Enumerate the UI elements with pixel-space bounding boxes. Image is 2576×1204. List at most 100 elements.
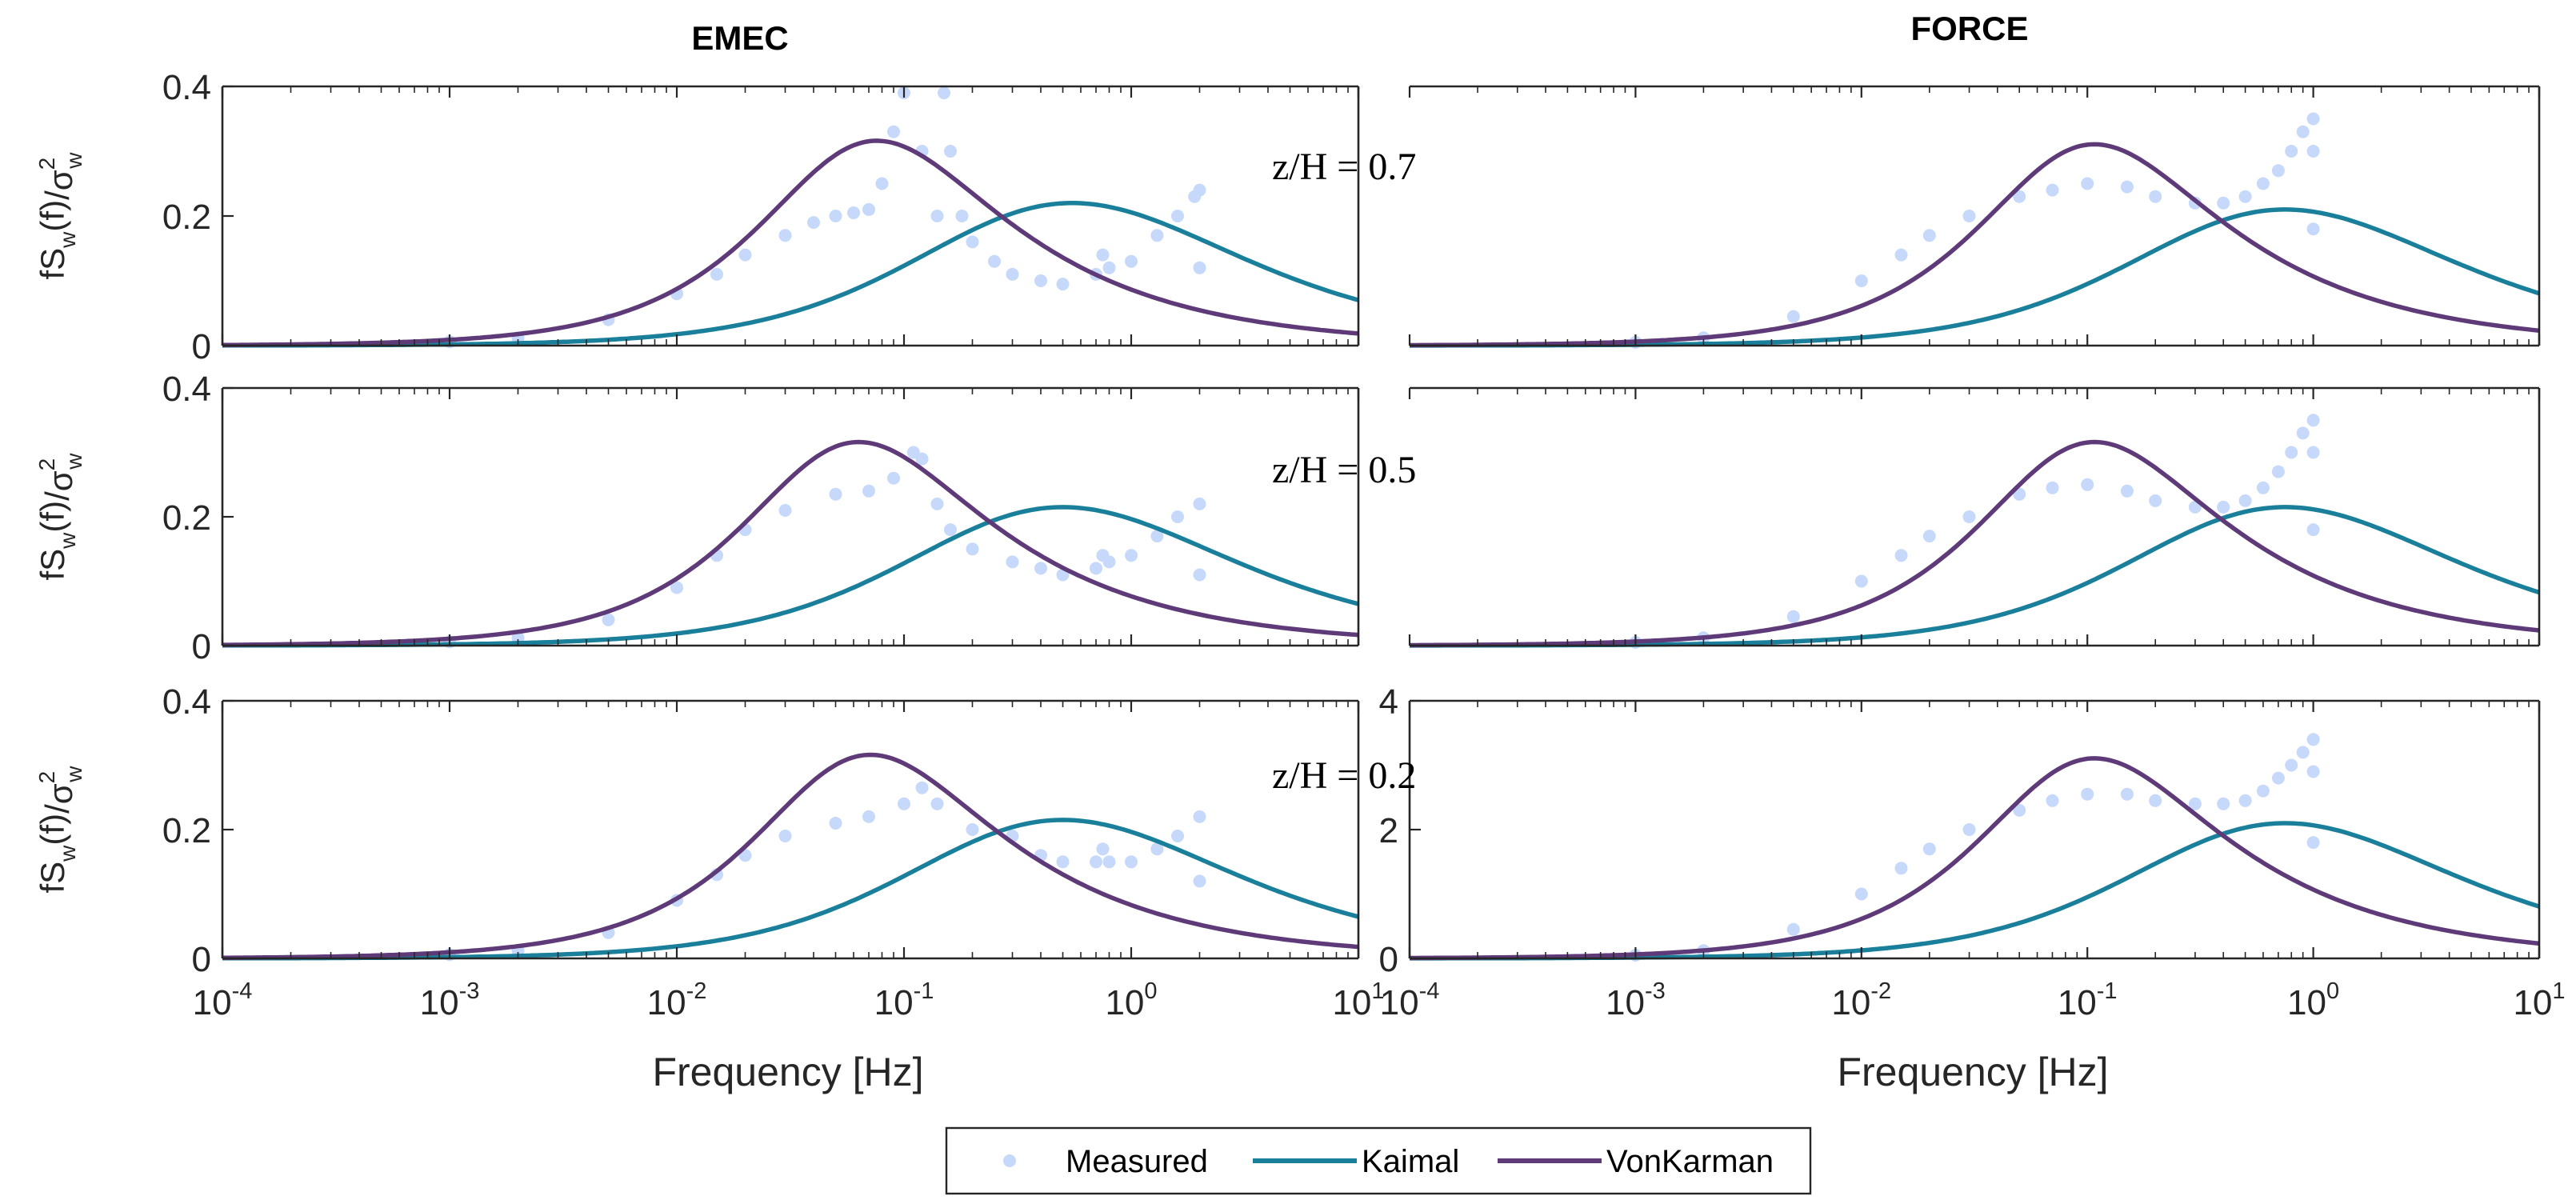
x-tick-exponent: -1 bbox=[2097, 978, 2118, 1004]
measured-point bbox=[2238, 794, 2252, 807]
y-label-sigma: σ bbox=[42, 170, 79, 190]
measured-point bbox=[1193, 874, 1206, 888]
measured-point bbox=[2256, 784, 2270, 798]
x-tick-base: 10 bbox=[1380, 983, 1419, 1022]
y-label-slash: / bbox=[38, 491, 76, 501]
measured-point bbox=[1056, 278, 1070, 291]
measured-point bbox=[1034, 274, 1047, 287]
vonkarman-line bbox=[222, 439, 1359, 647]
measured-point bbox=[1854, 887, 1868, 901]
measured-point bbox=[2306, 222, 2320, 236]
measured-point bbox=[944, 523, 957, 537]
y-axis-label: fSw(f)/σ2 w bbox=[34, 766, 86, 894]
measured-point bbox=[887, 471, 900, 485]
y-tick-label: 2 bbox=[1379, 811, 1398, 850]
measured-point bbox=[710, 267, 723, 281]
measured-point bbox=[915, 452, 929, 466]
vonkarman-line bbox=[222, 752, 1359, 960]
measured-point bbox=[1193, 497, 1206, 510]
x-tick-base: 10 bbox=[2058, 983, 2097, 1022]
measured-point bbox=[2296, 125, 2310, 138]
measured-point bbox=[1006, 267, 1019, 281]
measured-point bbox=[966, 542, 979, 556]
measured-point bbox=[2271, 771, 2285, 785]
kaimal-line bbox=[222, 818, 1359, 961]
measured-point bbox=[966, 823, 979, 836]
x-tick-exponent: -4 bbox=[1419, 978, 1440, 1004]
measured-point bbox=[2149, 190, 2162, 203]
measured-point bbox=[1894, 248, 1908, 262]
y-tick-label: 0.2 bbox=[162, 498, 211, 538]
y-label-slash: / bbox=[38, 190, 76, 200]
height-label-0-5: z/H = 0.5 bbox=[1272, 449, 1416, 491]
measured-point bbox=[862, 810, 875, 823]
measured-point bbox=[778, 830, 792, 842]
measured-point bbox=[2256, 481, 2270, 494]
measured-point bbox=[1193, 261, 1206, 274]
y-label-sigma: σ bbox=[42, 470, 79, 491]
y-axis-label: fSw(f)/σ2 w bbox=[34, 152, 86, 280]
measured-point bbox=[2296, 426, 2310, 440]
y-label-subscript: w bbox=[55, 532, 80, 550]
measured-point bbox=[2238, 494, 2252, 507]
measured-point bbox=[1056, 855, 1070, 869]
x-tick-base: 10 bbox=[2287, 983, 2326, 1022]
measured-point bbox=[955, 210, 969, 222]
x-tick-label: 10-2 bbox=[647, 978, 707, 1022]
measured-point bbox=[2149, 794, 2162, 807]
x-tick-base: 10 bbox=[1831, 983, 1870, 1022]
x-tick-exponent: -2 bbox=[686, 978, 707, 1004]
measured-point bbox=[1006, 555, 1019, 569]
vonkarman-line bbox=[1410, 142, 2540, 348]
measured-point bbox=[1150, 530, 1164, 543]
measured-point bbox=[2081, 478, 2094, 491]
x-tick-label: 101 bbox=[1332, 978, 1384, 1022]
kaimal-line bbox=[222, 201, 1359, 348]
x-tick-base: 10 bbox=[1332, 983, 1371, 1022]
measured-point bbox=[1171, 510, 1184, 523]
y-label-paren: (f) bbox=[34, 814, 71, 846]
x-tick-exponent: -1 bbox=[914, 978, 934, 1004]
measured-point bbox=[1102, 261, 1116, 274]
measured-point bbox=[2306, 733, 2320, 746]
measured-point bbox=[2046, 481, 2059, 494]
measured-point bbox=[944, 145, 957, 158]
measured-point bbox=[1193, 568, 1206, 582]
measured-point bbox=[966, 235, 979, 249]
measured-point bbox=[988, 254, 1001, 268]
measured-point bbox=[930, 497, 944, 510]
x-tick-base: 10 bbox=[420, 983, 459, 1022]
measured-point bbox=[2285, 145, 2298, 158]
column-title-force: FORCE bbox=[1911, 10, 2029, 47]
y-label-sigma-subscript: w bbox=[62, 453, 86, 470]
measured-point bbox=[898, 797, 910, 810]
measured-point bbox=[1171, 210, 1184, 222]
legend-marker-measured bbox=[1003, 1154, 1016, 1167]
measured-point bbox=[1786, 922, 1800, 936]
vonkarman-line bbox=[1410, 756, 2540, 961]
measured-point bbox=[829, 487, 842, 501]
measured-point bbox=[862, 484, 875, 498]
measured-point bbox=[807, 216, 820, 230]
measured-point bbox=[1150, 229, 1164, 242]
y-label-superscript: 2 bbox=[34, 458, 59, 471]
x-tick-base: 10 bbox=[1105, 983, 1144, 1022]
measured-point bbox=[915, 781, 929, 794]
measured-point bbox=[930, 210, 944, 222]
measured-point bbox=[1090, 562, 1102, 575]
measured-point bbox=[1854, 274, 1868, 287]
y-label-slash: / bbox=[38, 804, 76, 814]
x-tick-label: 10-4 bbox=[193, 978, 253, 1022]
height-label-0-2: z/H = 0.2 bbox=[1272, 754, 1416, 797]
measured-point bbox=[1102, 555, 1116, 569]
measured-point bbox=[778, 229, 792, 242]
measured-point bbox=[1894, 862, 1908, 875]
measured-point bbox=[1096, 248, 1110, 262]
measured-point bbox=[1102, 855, 1116, 869]
measured-point bbox=[602, 613, 615, 626]
measured-point bbox=[1034, 562, 1047, 575]
measured-point bbox=[2013, 803, 2026, 817]
measured-point bbox=[930, 797, 944, 810]
y-label-sigma: σ bbox=[42, 783, 79, 804]
